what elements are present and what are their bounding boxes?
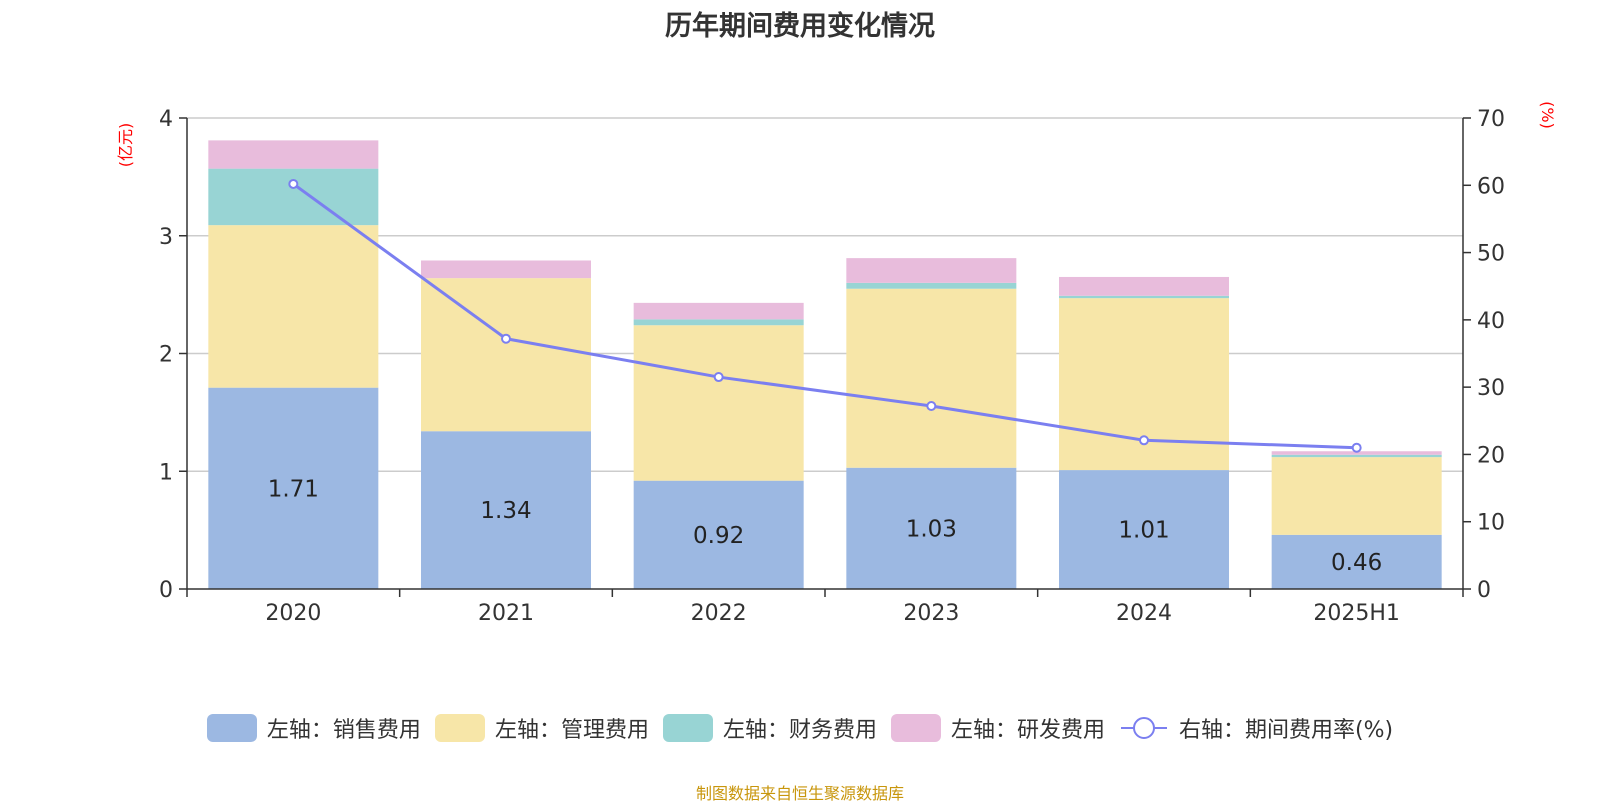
- chart-title: 历年期间费用变化情况: [665, 11, 935, 42]
- rate-point: [1351, 442, 1362, 453]
- bar-segment: [208, 225, 379, 388]
- legend-line-marker-icon: [1120, 717, 1167, 739]
- legend-swatch-finance: [662, 714, 713, 742]
- x-axis-tick-label: 2024: [1116, 601, 1172, 626]
- legend-item-rate[interactable]: 右轴：期间费用率(%): [1119, 712, 1393, 744]
- bar-segment: [633, 302, 804, 320]
- right-axis-tick-label: 50: [1477, 242, 1505, 267]
- legend-swatch-rnd: [890, 714, 941, 742]
- legend-label-rnd: 左轴：研发费用: [950, 718, 1105, 743]
- bar-segment: [846, 288, 1017, 468]
- rate-point: [926, 400, 937, 411]
- bar-segment: [846, 467, 1017, 589]
- left-axis-tick-label: 0: [159, 578, 173, 603]
- chart-legend: 左轴：销售费用 左轴：管理费用 左轴：财务费用 左轴：研发费用 右轴：期间费用率…: [0, 712, 1600, 744]
- rate-series-line: [292, 182, 1357, 450]
- rate-point: [501, 333, 511, 344]
- legend-item-sales[interactable]: 左轴：销售费用: [206, 712, 421, 744]
- bar-segment: [1059, 470, 1229, 589]
- legend-swatch-sales: [206, 714, 257, 742]
- legend-swatch-admin: [434, 714, 485, 742]
- legend-label-finance: 左轴：财务费用: [722, 718, 877, 743]
- rate-point: [713, 372, 724, 383]
- bar-segment: [846, 258, 1017, 283]
- left-axis-tick-label: 2: [159, 343, 173, 368]
- data-labels: 1.71 1.34 0.92 1.03 1.01 0.46: [268, 476, 1383, 576]
- bar-stacks: [208, 140, 1442, 589]
- left-axis-tick-label: 1: [159, 460, 173, 485]
- bar-segment: [421, 260, 591, 279]
- right-axis-tick-label: 70: [1477, 107, 1505, 132]
- legend-label-sales: 左轴：销售费用: [266, 718, 421, 743]
- bar-segment: [633, 319, 804, 326]
- bar-segment: [208, 168, 379, 226]
- right-axis-tick-label: 0: [1477, 578, 1491, 603]
- bar-segment: [1271, 457, 1442, 535]
- bar-data-label: 1.71: [268, 476, 319, 502]
- left-axis-unit-label: (亿元): [116, 123, 135, 168]
- rate-line: [288, 178, 1362, 453]
- x-axis-tick-label: 2020: [265, 601, 321, 626]
- bar-data-label: 0.92: [693, 523, 744, 549]
- legend-item-admin[interactable]: 左轴：管理费用: [434, 712, 649, 744]
- bar-segment: [208, 140, 379, 169]
- bar-segment: [846, 282, 1017, 289]
- left-axis-tick-label: 4: [159, 107, 173, 132]
- bar-segment: [1271, 454, 1442, 458]
- right-axis-tick-label: 40: [1477, 309, 1505, 334]
- bar-segment: [633, 325, 804, 481]
- bar-segment: [1059, 295, 1229, 299]
- legend-label-admin: 左轴：管理费用: [494, 718, 649, 743]
- bar-data-label: 0.46: [1331, 550, 1382, 576]
- bar-segment: [1271, 451, 1442, 455]
- legend-item-rnd[interactable]: 左轴：研发费用: [890, 712, 1105, 744]
- rate-point: [288, 178, 299, 189]
- bar-segment: [208, 387, 379, 589]
- x-axis-tick-label: 2022: [691, 601, 747, 626]
- bar-segment: [1271, 534, 1442, 589]
- bar-data-label: 1.03: [906, 516, 957, 542]
- x-axis-tick-label: 2025H1: [1313, 601, 1400, 626]
- data-source-note: 制图数据来自恒生聚源数据库: [695, 784, 904, 803]
- bar-segment: [1059, 276, 1229, 296]
- right-axis-tick-label: 20: [1477, 443, 1505, 468]
- bar-segment: [421, 278, 591, 432]
- gridlines: [187, 117, 1463, 472]
- bar-data-label: 1.01: [1118, 518, 1169, 544]
- legend-label-rate: 右轴：期间费用率(%): [1178, 718, 1394, 743]
- bar-segment: [633, 480, 804, 589]
- right-axis-tick-label: 30: [1477, 376, 1505, 401]
- legend-item-finance[interactable]: 左轴：财务费用: [662, 712, 877, 744]
- right-axis-tick-label: 10: [1477, 511, 1505, 536]
- rate-point: [1139, 435, 1149, 446]
- bar-segment: [421, 431, 591, 589]
- x-axis-tick-label: 2023: [903, 601, 959, 626]
- right-axis-unit-label: (%): [1538, 101, 1557, 129]
- left-axis-tick-label: 3: [159, 225, 173, 250]
- right-axis-tick-label: 60: [1477, 174, 1505, 199]
- bar-data-label: 1.34: [480, 498, 531, 524]
- x-axis-tick-label: 2021: [478, 601, 534, 626]
